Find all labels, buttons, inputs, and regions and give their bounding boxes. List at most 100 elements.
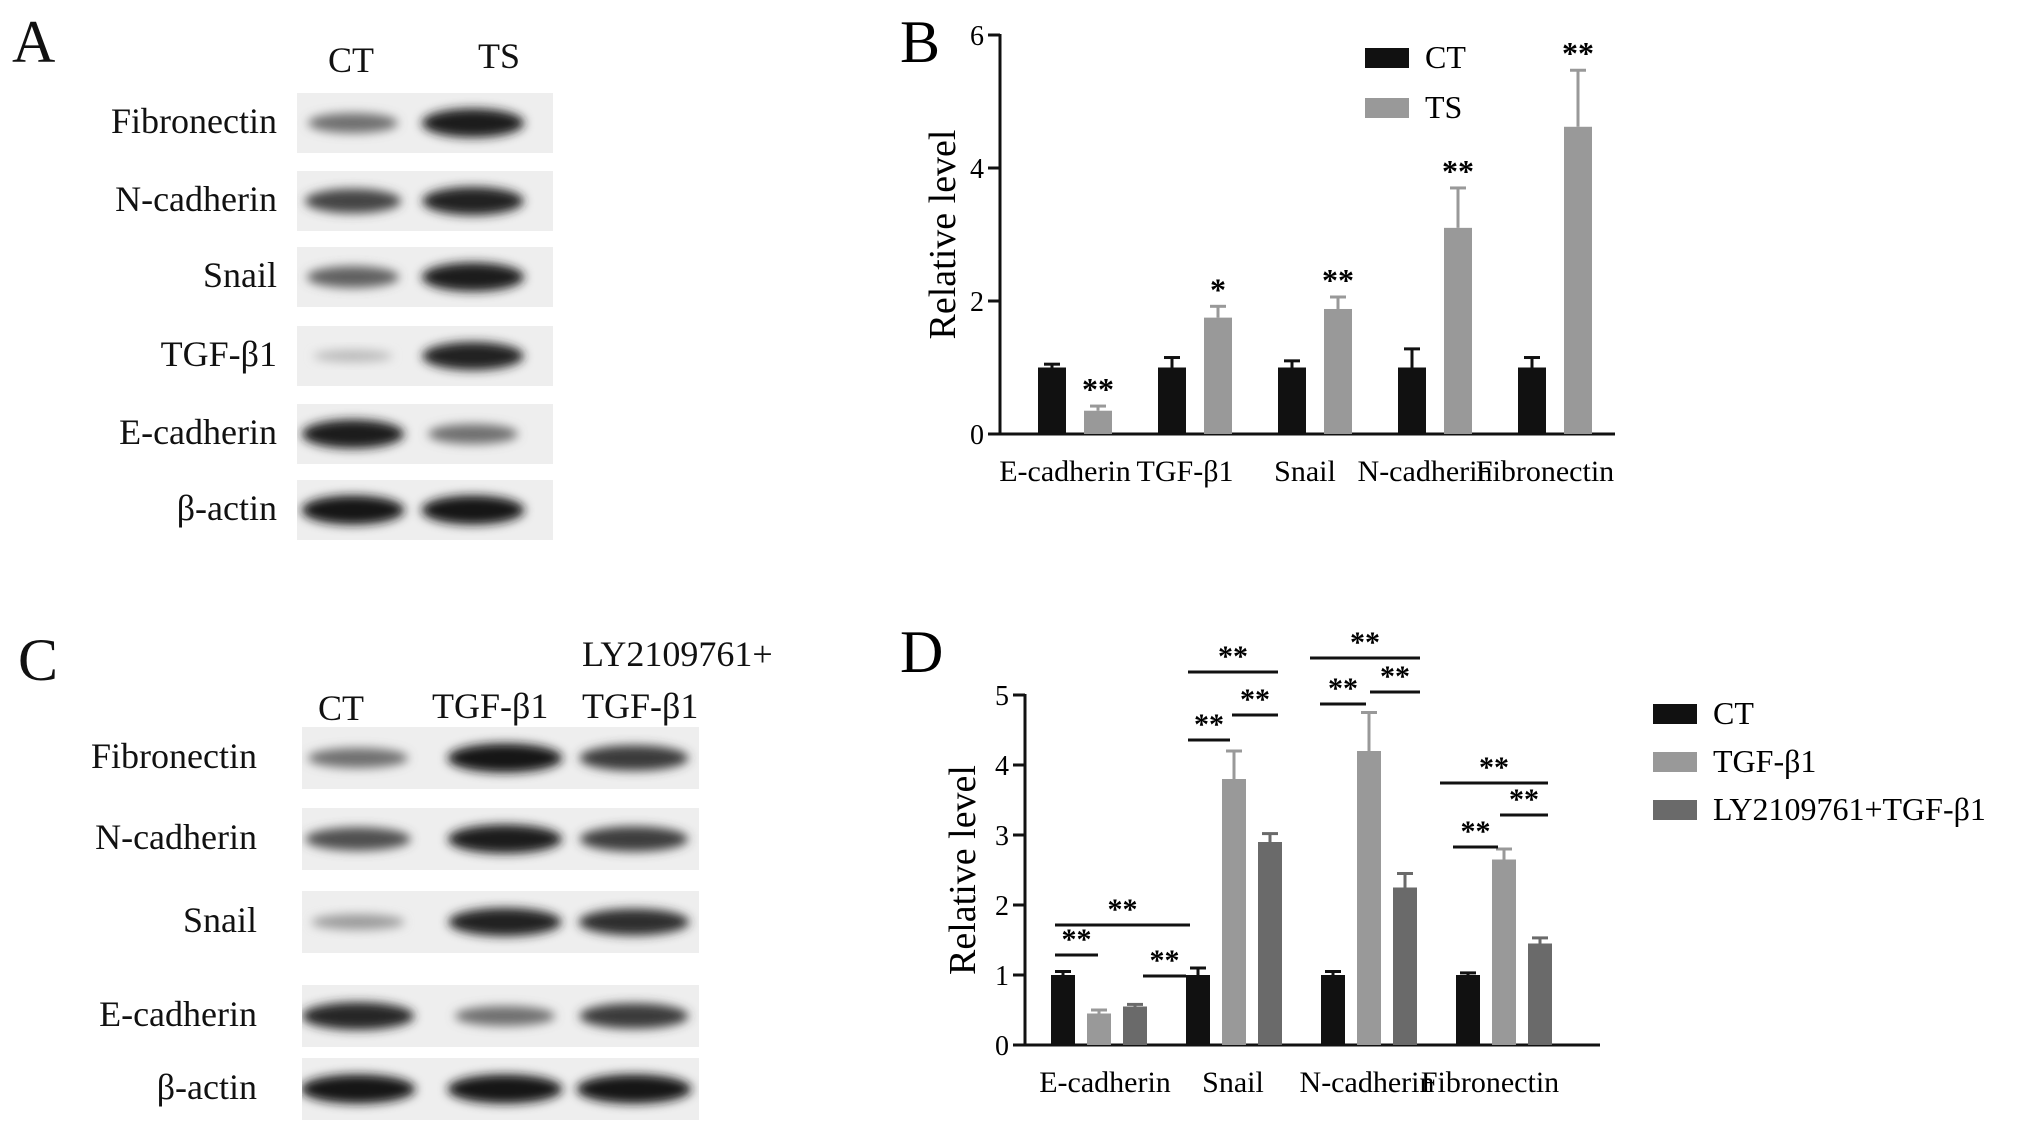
blot-label-e-cadherin: E-cadherin xyxy=(99,994,257,1034)
legend-label-ts: TS xyxy=(1425,89,1462,125)
bar-ts-tgf-1 xyxy=(1204,317,1232,434)
chart-b: B 0 2 4 6 Relative level E-cadherin TGF-β1 Snai… xyxy=(900,9,1615,488)
bar-ly2109761-tgf-1-snail xyxy=(1258,842,1282,1045)
bar-ct-n-cadherin xyxy=(1321,975,1345,1045)
band-tgf-1-lane-1 xyxy=(313,349,393,363)
band-fibronectin-lane-2 xyxy=(447,743,563,773)
significance-mark: ** xyxy=(1328,672,1358,705)
blot-strip-actin xyxy=(297,480,553,540)
bar-ly2109761-tgf-1-fibronectin xyxy=(1528,943,1552,1045)
band-actin-lane-2 xyxy=(447,1074,563,1104)
legend-swatch-ts xyxy=(1365,98,1409,118)
significance-mark: ** xyxy=(1350,626,1380,659)
significance-mark: ** xyxy=(1380,660,1410,693)
band-e-cadherin-lane-1 xyxy=(301,419,405,449)
band-e-cadherin-lane-2 xyxy=(454,1005,556,1027)
blot-label-actin: β-actin xyxy=(176,488,277,528)
band-snail-lane-2 xyxy=(421,262,525,292)
x-tick-label: Fibronectin xyxy=(1421,1066,1559,1099)
x-tick-label: N-cadherin xyxy=(1300,1066,1435,1099)
band-snail-lane-1 xyxy=(306,266,400,288)
blot-label-n-cadherin: N-cadherin xyxy=(95,817,257,857)
significance-mark: ** xyxy=(1150,944,1180,977)
lane-label-ct: CT xyxy=(318,688,365,728)
band-snail-lane-2 xyxy=(448,907,562,937)
bar-ct-fibronectin xyxy=(1456,975,1480,1045)
bar-ly2109761-tgf-1-e-cadherin xyxy=(1123,1006,1147,1045)
blot-strip-tgf-1 xyxy=(297,326,553,386)
x-tick-label: E-cadherin xyxy=(1039,1066,1171,1099)
lane-label-ly-line1: LY2109761+ xyxy=(582,634,773,674)
significance-mark: ** xyxy=(1240,683,1270,716)
chart-d: D 0 1 2 3 4 5 Relative level E-cadherin Snail N-c… xyxy=(900,619,1986,1099)
band-n-cadherin-lane-2 xyxy=(447,824,563,854)
significance-mark: ** xyxy=(1194,708,1224,741)
y-tick-label: 4 xyxy=(970,154,984,185)
x-tick-label: N-cadherin xyxy=(1358,455,1493,488)
blot-label-fibronectin: Fibronectin xyxy=(91,736,257,776)
lane-label-ct: CT xyxy=(328,40,375,80)
significance-mark: * xyxy=(1210,271,1226,307)
bar-ct-snail xyxy=(1186,975,1210,1045)
blot-strip-n-cadherin xyxy=(297,171,553,231)
lane-label-ts: TS xyxy=(478,36,521,76)
band-e-cadherin-lane-1 xyxy=(302,1002,415,1030)
band-n-cadherin-lane-1 xyxy=(304,188,402,214)
legend-swatch-ct xyxy=(1653,704,1697,724)
y-tick-label: 6 xyxy=(970,21,984,52)
blot-strip-snail xyxy=(297,247,553,307)
blot-strip-fibronectin xyxy=(297,93,553,153)
legend-label-ct: CT xyxy=(1713,695,1754,731)
blot-strip-snail xyxy=(302,891,699,953)
significance-mark: ** xyxy=(1461,815,1491,848)
band-actin-lane-1 xyxy=(301,495,405,525)
blot-label-tgf-1: TGF-β1 xyxy=(160,334,277,374)
panel-letter-d: D xyxy=(900,619,943,685)
bar-tgf-1-e-cadherin xyxy=(1087,1013,1111,1045)
lane-label-ly-line2: TGF-β1 xyxy=(582,686,699,726)
bar-ts-snail xyxy=(1324,308,1352,434)
band-e-cadherin-lane-2 xyxy=(428,423,518,445)
blot-label-snail: Snail xyxy=(182,900,257,940)
band-actin-lane-2 xyxy=(421,495,525,525)
legend-swatch-tgf-1 xyxy=(1653,752,1697,772)
y-axis-label: Relative level xyxy=(942,765,984,975)
y-tick-label: 0 xyxy=(970,420,984,451)
legend-label-tgf-1: TGF-β1 xyxy=(1713,743,1816,779)
significance-mark: ** xyxy=(1082,371,1114,407)
band-fibronectin-lane-3 xyxy=(579,745,689,771)
lane-label-tgf: TGF-β1 xyxy=(432,686,549,726)
blot-label-n-cadherin: N-cadherin xyxy=(115,179,277,219)
y-axis-label: Relative level xyxy=(922,130,964,340)
band-tgf-1-lane-2 xyxy=(422,341,524,371)
band-fibronectin-lane-1 xyxy=(308,112,398,134)
y-tick-label: 0 xyxy=(995,1031,1009,1062)
blot-strip-e-cadherin xyxy=(302,985,699,1047)
bar-tgf-1-fibronectin xyxy=(1492,859,1516,1045)
significance-mark: ** xyxy=(1218,640,1248,673)
significance-mark: ** xyxy=(1322,262,1354,298)
band-actin-lane-1 xyxy=(302,1074,416,1104)
significance-mark: ** xyxy=(1479,751,1509,784)
y-tick-label: 3 xyxy=(995,821,1009,852)
blot-label-fibronectin: Fibronectin xyxy=(111,101,277,141)
bar-ts-fibronectin xyxy=(1564,126,1592,435)
band-snail-lane-1 xyxy=(311,914,405,930)
bar-ct-n-cadherin xyxy=(1398,367,1426,434)
blot-strip-e-cadherin xyxy=(297,404,553,464)
band-fibronectin-lane-2 xyxy=(421,108,525,138)
y-tick-label: 2 xyxy=(970,287,984,318)
bar-ts-n-cadherin xyxy=(1444,227,1472,434)
bar-ly2109761-tgf-1-n-cadherin xyxy=(1393,887,1417,1045)
legend-swatch-ct xyxy=(1365,48,1409,68)
panel-letter-c: C xyxy=(18,627,59,693)
bar-ct-fibronectin xyxy=(1518,367,1546,434)
band-n-cadherin-lane-2 xyxy=(422,186,524,216)
bar-ct-tgf-1 xyxy=(1158,367,1186,434)
bar-tgf-1-n-cadherin xyxy=(1357,751,1381,1045)
x-tick-label: Fibronectin xyxy=(1476,455,1614,488)
y-tick-label: 2 xyxy=(995,891,1009,922)
bar-ts-e-cadherin xyxy=(1084,410,1112,434)
blot-strip-n-cadherin xyxy=(302,808,699,870)
blot-label-actin: β-actin xyxy=(156,1067,257,1107)
